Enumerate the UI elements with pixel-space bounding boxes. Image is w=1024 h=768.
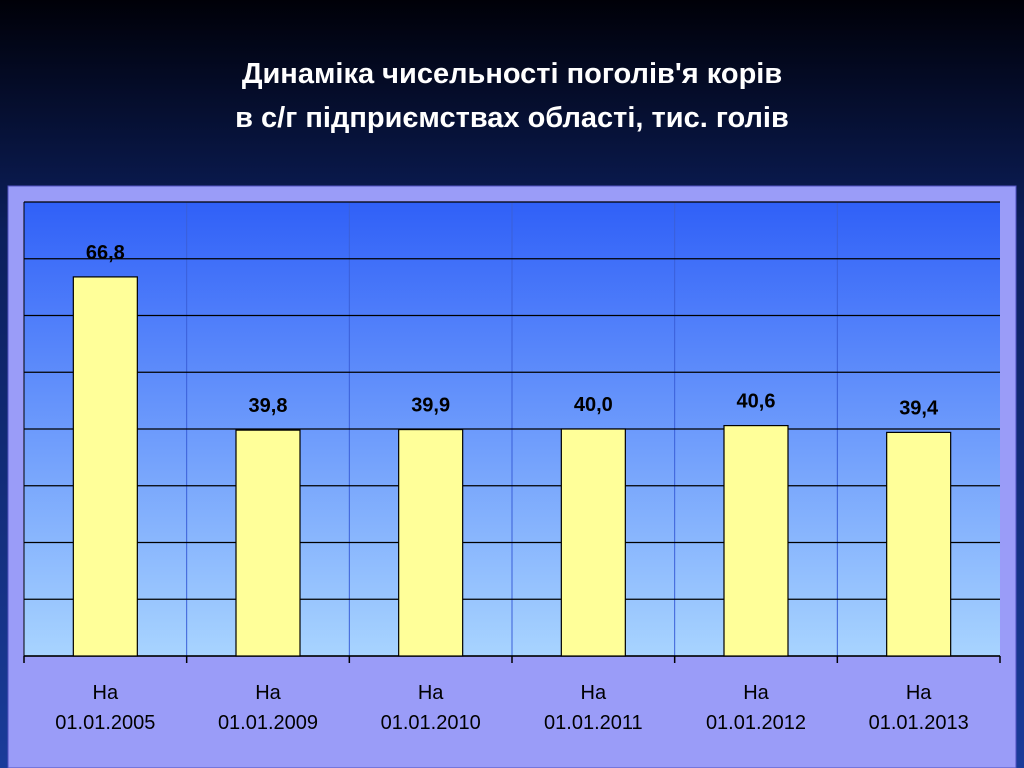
x-tick-label: На 01.01.2009	[217, 682, 319, 734]
x-tick-label: На 01.01.2011	[544, 682, 643, 734]
x-tick-label: На 01.01.2012	[705, 682, 807, 734]
value-label: 66,8	[86, 242, 125, 264]
value-label: 39,4	[899, 397, 939, 419]
bar	[560, 428, 626, 657]
x-tick-label: На 01.01.2010	[380, 682, 481, 734]
bar	[398, 428, 464, 657]
bar	[72, 276, 138, 657]
value-label: 39,8	[249, 395, 288, 417]
bar	[723, 424, 789, 657]
x-tick-label: На 01.01.2005	[55, 682, 156, 734]
chart-title: Динаміка чисельності поголів'я корів в с…	[235, 58, 789, 134]
value-label: 40,0	[574, 394, 613, 416]
value-label: 40,6	[737, 391, 776, 413]
bar	[235, 429, 301, 657]
value-label: 39,9	[411, 395, 450, 417]
x-tick-label: На 01.01.2013	[868, 682, 969, 734]
bar	[886, 431, 952, 657]
